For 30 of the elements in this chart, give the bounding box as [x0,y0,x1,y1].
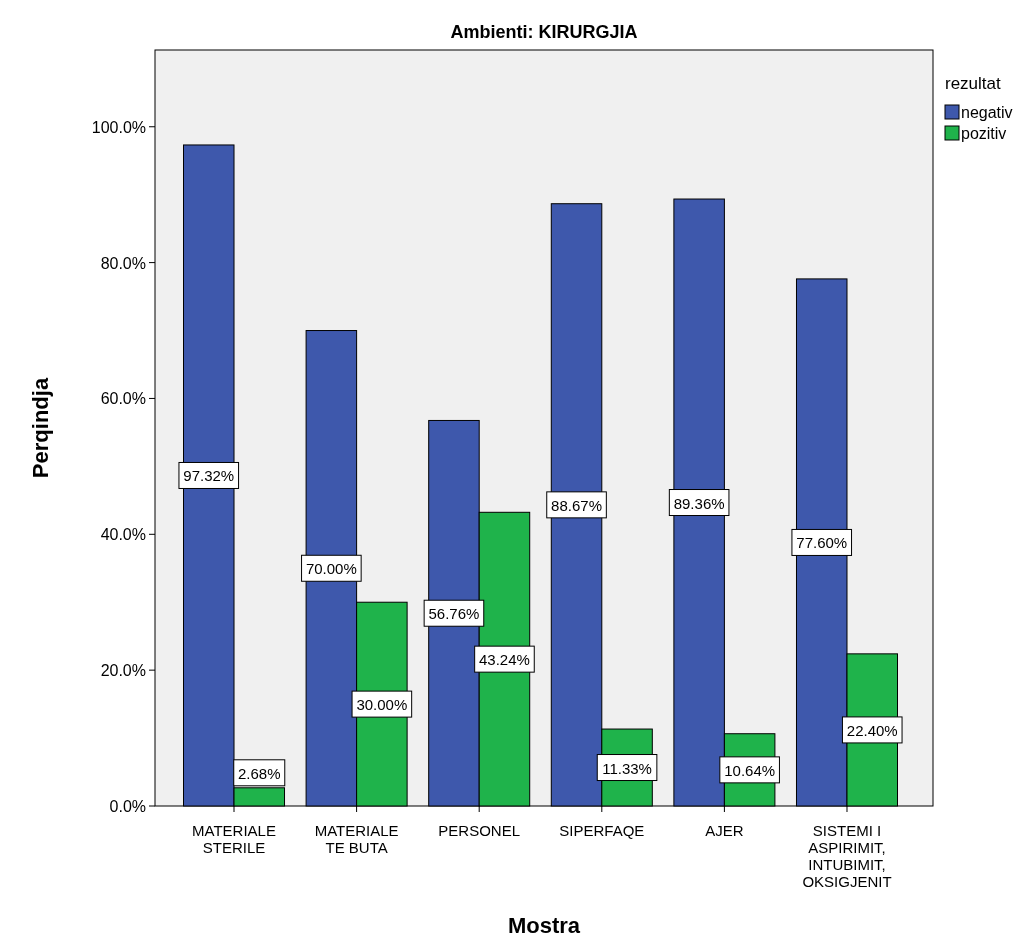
data-label: 2.68% [237,764,281,782]
chart-title: Ambienti: KIRURGJIA [450,22,638,42]
data-label: 56.76% [428,605,480,623]
data-label: 88.67% [551,496,602,514]
data-label: 11.33% [602,759,652,777]
data-label: 30.00% [356,696,408,714]
x-tick-label: MATERIALE TE BUTA [314,822,399,856]
data-label: 70.00% [305,560,357,578]
y-tick-label: 100.0% [91,118,146,136]
data-label: 43.24% [479,651,530,669]
y-tick-label: 60.0% [100,390,146,408]
y-tick-label: 80.0% [100,254,146,272]
y-axis-title: Perqindja [28,377,53,479]
y-tick-label: 40.0% [100,526,146,544]
data-label: 77.60% [796,534,848,552]
y-tick-label: 0.0% [109,798,146,815]
legend-label: pozitiv [961,125,1007,142]
data-label: 89.36% [673,494,725,512]
x-tick-label: AJER [705,822,744,839]
data-label: 97.32% [183,467,235,485]
data-label: 22.40% [846,721,898,739]
x-tick-label: SISTEMI I ASPIRIMIT, INTUBIMIT, OKSIGJENIT [802,822,892,890]
x-tick-label: SIPERFAQE [559,822,645,839]
x-axis-title: Mostra [507,913,581,938]
y-tick-label: 20.0% [100,662,146,680]
data-label: 10.64% [724,761,776,779]
legend-title: rezultat [945,74,1002,93]
x-tick-label: PERSONEL [438,822,521,839]
legend-label: negativ [961,104,1013,121]
x-tick-label: MATERIALE STERILE [192,822,276,856]
